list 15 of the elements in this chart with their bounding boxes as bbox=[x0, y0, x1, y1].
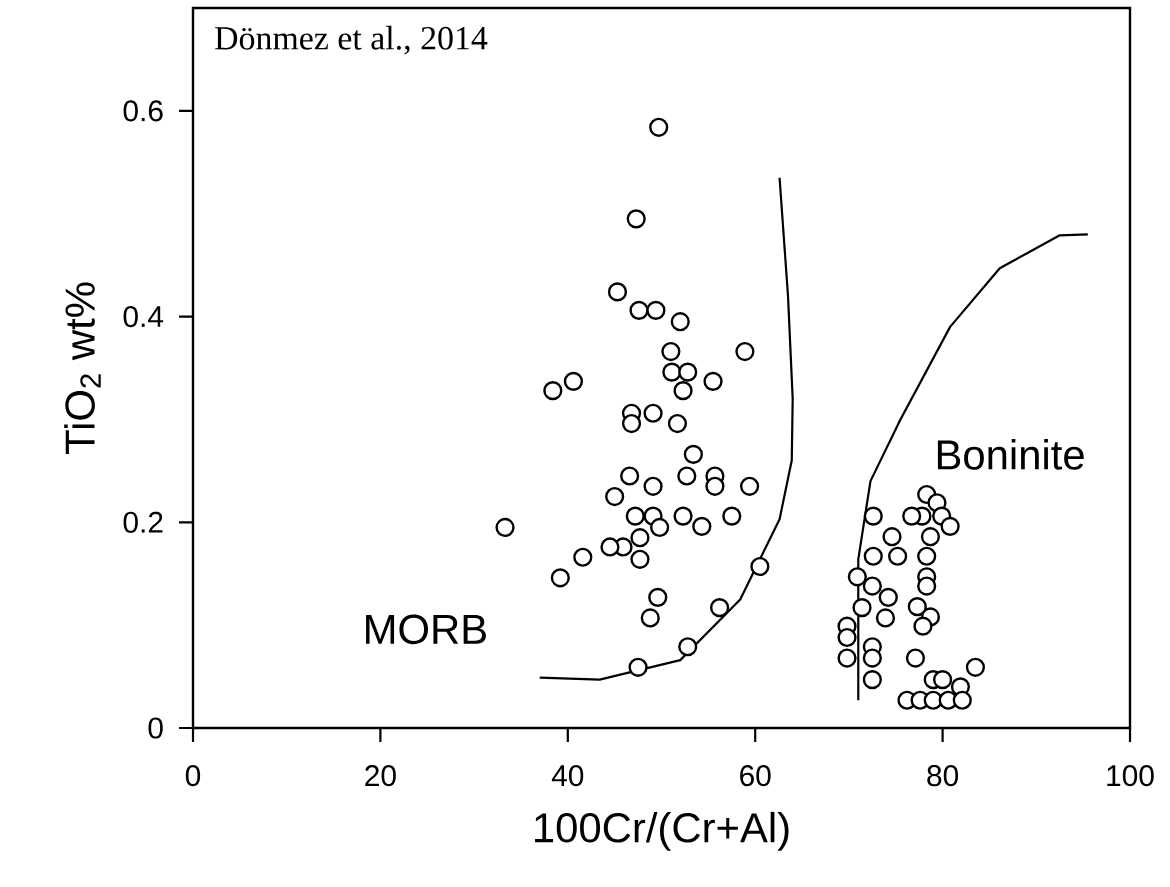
annotation: MORB bbox=[366, 614, 486, 645]
annotation: Boninite bbox=[937, 439, 1084, 470]
x-tick-label: 20 bbox=[365, 765, 396, 787]
y-tick-label: 0.6 bbox=[123, 100, 163, 122]
y-tick-label: 0.2 bbox=[123, 511, 163, 533]
y-axis-title: TiO$_{2}$ wt% bbox=[64, 282, 101, 454]
y-tick-label: 0 bbox=[148, 717, 163, 739]
annotation: Dönmez et al., 2014 bbox=[215, 25, 488, 55]
x-tick-label: 40 bbox=[551, 765, 584, 787]
x-tick-label: 100 bbox=[1107, 765, 1154, 787]
x-tick-label: 80 bbox=[927, 765, 959, 787]
y-tick-label: 0.4 bbox=[123, 305, 164, 328]
x-tick-label: 0 bbox=[185, 765, 201, 787]
x-tick-label: 60 bbox=[740, 765, 771, 787]
x-axis-title: 100Cr/(Cr+Al) bbox=[535, 811, 789, 851]
